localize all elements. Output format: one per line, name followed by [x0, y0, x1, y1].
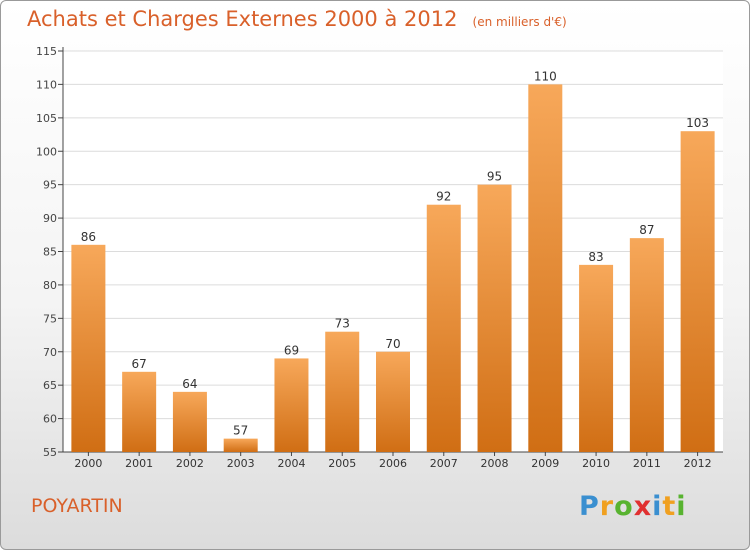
y-tick-label: 85: [43, 246, 57, 259]
data-label-2010: 83: [588, 250, 603, 264]
data-label-2009: 110: [534, 69, 557, 83]
y-tick-label: 105: [36, 112, 57, 125]
bar-2004: [274, 358, 309, 452]
x-tick-label-2010: 2010: [582, 457, 610, 470]
x-tick-label-2008: 2008: [481, 457, 509, 470]
bar-2007: [426, 204, 461, 452]
x-tick-label-2000: 2000: [74, 457, 102, 470]
y-tick-label: 110: [36, 78, 57, 91]
x-tick-label-2001: 2001: [125, 457, 153, 470]
x-tick-label-2006: 2006: [379, 457, 407, 470]
chart-subtitle: (en milliers d'€): [472, 15, 567, 29]
bar-2006: [376, 351, 410, 452]
y-tick-label: 95: [43, 179, 57, 192]
x-tick-label-2005: 2005: [328, 457, 356, 470]
bar-2000: [71, 244, 106, 452]
bar-2003: [223, 438, 258, 452]
data-label-2002: 64: [182, 377, 197, 391]
data-label-2001: 67: [132, 357, 147, 371]
x-tick-label-2012: 2012: [684, 457, 712, 470]
commune-name: POYARTIN: [31, 495, 123, 517]
y-tick-label: 55: [43, 446, 57, 459]
x-tick-label-2009: 2009: [531, 457, 559, 470]
data-label-2000: 86: [81, 230, 96, 244]
x-tick-label-2004: 2004: [277, 457, 305, 470]
y-tick-label: 100: [36, 145, 57, 158]
bar-2005: [325, 331, 360, 452]
logo-letter: P: [579, 491, 600, 522]
y-tick-label: 90: [43, 212, 57, 225]
bar-2008: [477, 184, 512, 452]
chart-title: Achats et Charges Externes 2000 à 2012: [27, 7, 458, 31]
bar-2001: [122, 371, 157, 452]
bar-2012: [680, 131, 715, 452]
bar-2009: [528, 84, 563, 453]
logo-letter: i: [652, 491, 663, 522]
logo-letter: t: [662, 491, 677, 522]
y-tick-label: 115: [36, 45, 57, 58]
y-tick-label: 65: [43, 379, 57, 392]
data-label-2006: 70: [385, 337, 400, 351]
logo-letter: r: [599, 491, 615, 522]
x-tick-label-2007: 2007: [430, 457, 458, 470]
data-label-2005: 73: [335, 317, 350, 331]
x-tick-label-2011: 2011: [633, 457, 661, 470]
data-label-2012: 103: [686, 116, 709, 130]
data-label-2011: 87: [639, 223, 654, 237]
data-label-2003: 57: [233, 424, 248, 438]
x-tick-label-2003: 2003: [227, 457, 255, 470]
x-tick-label-2002: 2002: [176, 457, 204, 470]
y-tick-label: 80: [43, 279, 57, 292]
logo-letter: i: [676, 491, 687, 522]
data-label-2007: 92: [436, 190, 451, 204]
bar-2002: [172, 391, 207, 452]
data-label-2008: 95: [487, 170, 502, 184]
logo-letter: o: [614, 491, 634, 522]
y-tick-label: 70: [43, 346, 57, 359]
chart-title-bar: Achats et Charges Externes 2000 à 2012 (…: [27, 7, 567, 31]
logo-letter: x: [633, 491, 653, 522]
data-label-2004: 69: [284, 343, 299, 357]
bar-2011: [629, 238, 664, 452]
y-tick-label: 75: [43, 312, 57, 325]
y-tick-label: 60: [43, 413, 57, 426]
proxiti-logo: Proxiti: [579, 491, 687, 522]
bar-2010: [579, 264, 614, 452]
